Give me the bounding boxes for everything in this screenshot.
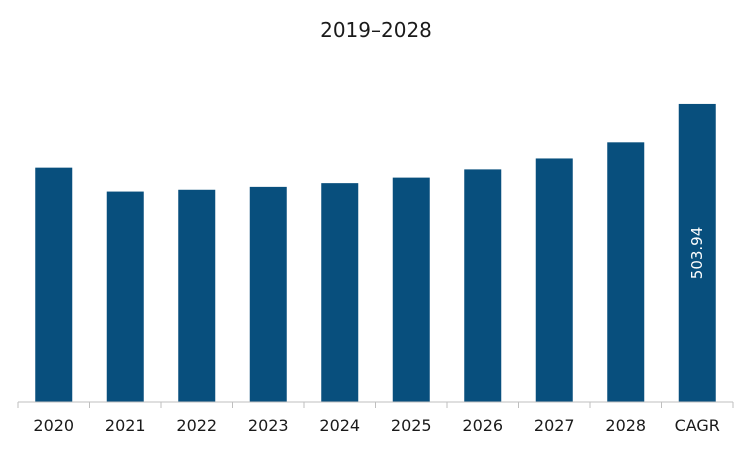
x-tick-label-2021: 2021: [105, 416, 146, 435]
bar-2024: [321, 183, 359, 402]
x-tick-label-2022: 2022: [176, 416, 217, 435]
x-tick-label-2025: 2025: [391, 416, 432, 435]
bar-2027: [535, 158, 573, 402]
bar-2020: [35, 167, 73, 402]
x-tick-label-cagr: CAGR: [675, 416, 720, 435]
x-tick-label-2020: 2020: [33, 416, 74, 435]
bar-2025: [392, 177, 430, 402]
bar-2022: [178, 189, 216, 402]
bar-2021: [106, 191, 144, 402]
bar-2026: [464, 169, 502, 402]
x-tick-label-2027: 2027: [534, 416, 575, 435]
bar-2023: [249, 186, 287, 402]
data-labels: 503.94: [688, 227, 706, 279]
x-tick-label-2023: 2023: [248, 416, 289, 435]
data-label-cagr: 503.94: [688, 227, 706, 279]
bar-2028: [607, 142, 645, 402]
chart-title: 2019–2028: [320, 18, 432, 42]
x-axis-labels: 2020 2021 2022 2023 2024 2025 2026 2027 2028 CAGR: [33, 416, 720, 435]
bars-group: [35, 103, 716, 402]
x-tick-label-2024: 2024: [319, 416, 360, 435]
x-axis-ticks: [17, 402, 734, 408]
x-tick-label-2028: 2028: [605, 416, 646, 435]
x-tick-label-2026: 2026: [462, 416, 503, 435]
bar-cagr: [678, 103, 716, 402]
